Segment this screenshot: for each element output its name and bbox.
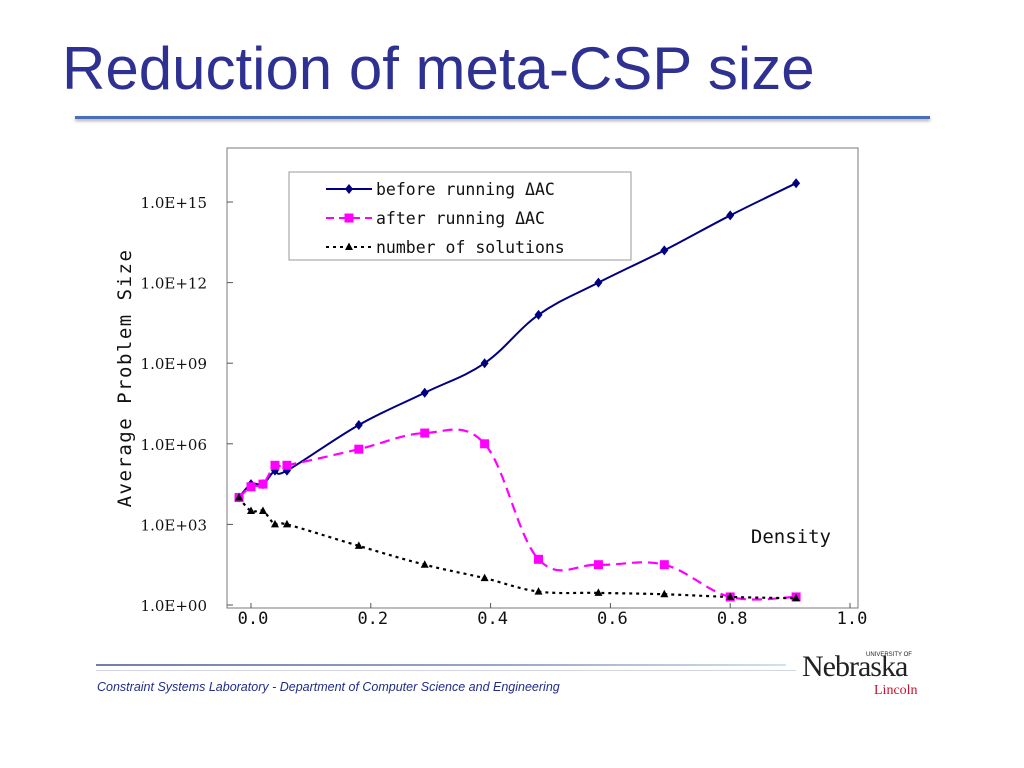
logo-lincoln: Lincoln	[874, 683, 918, 698]
data-point	[660, 245, 669, 256]
data-point	[726, 592, 735, 600]
y-tick-label: 1.0E+06	[141, 436, 207, 454]
slide-title: Reduction of meta-CSP size	[62, 35, 815, 102]
y-tick-label: 1.0E+12	[141, 275, 207, 293]
data-point	[420, 428, 430, 438]
data-point	[420, 387, 429, 398]
logo-wordmark: Nebraska	[802, 650, 908, 683]
data-point	[235, 493, 244, 501]
data-point	[270, 519, 279, 528]
data-point	[420, 560, 429, 568]
legend-label: number of solutions	[376, 238, 565, 257]
data-point	[726, 210, 735, 221]
data-point	[659, 560, 669, 570]
title-underline	[75, 116, 930, 119]
data-point	[660, 589, 669, 598]
series-2	[235, 493, 801, 602]
y-tick-label: 1.0E+03	[141, 516, 207, 534]
footer-rule	[96, 664, 786, 666]
data-point	[594, 277, 603, 288]
legend-label: before running ΔAC	[376, 180, 555, 199]
data-point	[258, 506, 267, 514]
data-point	[792, 593, 801, 602]
y-tick-label: 1.0E+15	[141, 194, 207, 212]
data-point	[480, 439, 490, 449]
legend-label: after running ΔAC	[376, 209, 545, 228]
data-point	[354, 444, 364, 454]
data-point	[354, 541, 363, 549]
data-point	[534, 554, 544, 564]
x-tick-label: 1.0	[837, 609, 868, 629]
data-point	[282, 460, 292, 470]
data-point	[792, 178, 801, 189]
data-point	[258, 479, 268, 489]
data-point	[534, 587, 543, 595]
y-tick-label: 1.0E+00	[141, 597, 207, 615]
data-point	[246, 482, 256, 492]
x-tick-label: 0.6	[597, 609, 628, 629]
x-tick-label: 0.2	[357, 609, 388, 629]
x-tick-label: 0.4	[477, 609, 508, 629]
data-point	[247, 506, 255, 514]
data-point	[282, 519, 291, 528]
y-tick-label: 1.0E+09	[141, 355, 207, 373]
data-point	[354, 419, 363, 430]
legend-marker	[345, 242, 353, 250]
data-point	[480, 573, 489, 582]
legend-marker	[345, 184, 353, 194]
university-logo: UNIVERSITY OF Nebraska Lincoln	[800, 650, 925, 700]
data-point	[534, 309, 543, 320]
x-axis-label: Density	[751, 526, 831, 548]
data-point	[480, 358, 489, 369]
footer-rule-secondary	[96, 670, 796, 671]
data-point	[594, 588, 603, 596]
data-point	[270, 460, 280, 470]
x-tick-label: 0.8	[717, 609, 748, 629]
x-tick-label: 0.0	[238, 609, 269, 629]
data-point	[593, 560, 603, 570]
logo-university-of: UNIVERSITY OF	[866, 652, 912, 658]
legend-marker	[344, 213, 354, 223]
footer-text: Constraint Systems Laboratory - Departme…	[97, 680, 560, 694]
y-axis-label: Average Problem Size	[114, 249, 136, 508]
